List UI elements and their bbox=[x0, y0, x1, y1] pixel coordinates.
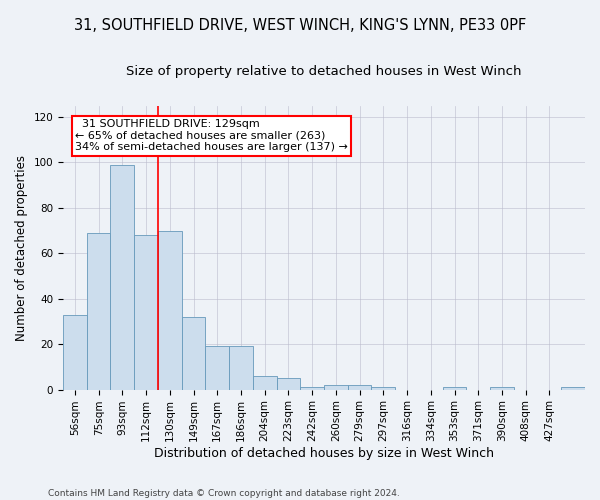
Text: 31, SOUTHFIELD DRIVE, WEST WINCH, KING'S LYNN, PE33 0PF: 31, SOUTHFIELD DRIVE, WEST WINCH, KING'S… bbox=[74, 18, 526, 32]
Bar bbox=[253, 376, 277, 390]
Bar bbox=[110, 164, 134, 390]
Bar bbox=[229, 346, 253, 390]
X-axis label: Distribution of detached houses by size in West Winch: Distribution of detached houses by size … bbox=[154, 447, 494, 460]
Bar bbox=[490, 388, 514, 390]
Bar bbox=[300, 388, 324, 390]
Bar bbox=[182, 317, 205, 390]
Title: Size of property relative to detached houses in West Winch: Size of property relative to detached ho… bbox=[126, 65, 522, 78]
Bar bbox=[277, 378, 300, 390]
Bar bbox=[443, 388, 466, 390]
Bar bbox=[87, 233, 110, 390]
Y-axis label: Number of detached properties: Number of detached properties bbox=[15, 154, 28, 340]
Bar bbox=[371, 388, 395, 390]
Text: Contains HM Land Registry data © Crown copyright and database right 2024.: Contains HM Land Registry data © Crown c… bbox=[48, 488, 400, 498]
Text: 31 SOUTHFIELD DRIVE: 129sqm
← 65% of detached houses are smaller (263)
34% of se: 31 SOUTHFIELD DRIVE: 129sqm ← 65% of det… bbox=[75, 119, 348, 152]
Bar bbox=[158, 230, 182, 390]
Bar bbox=[205, 346, 229, 390]
Bar bbox=[348, 385, 371, 390]
Bar bbox=[324, 385, 348, 390]
Bar bbox=[63, 314, 87, 390]
Bar bbox=[561, 388, 585, 390]
Bar bbox=[134, 235, 158, 390]
